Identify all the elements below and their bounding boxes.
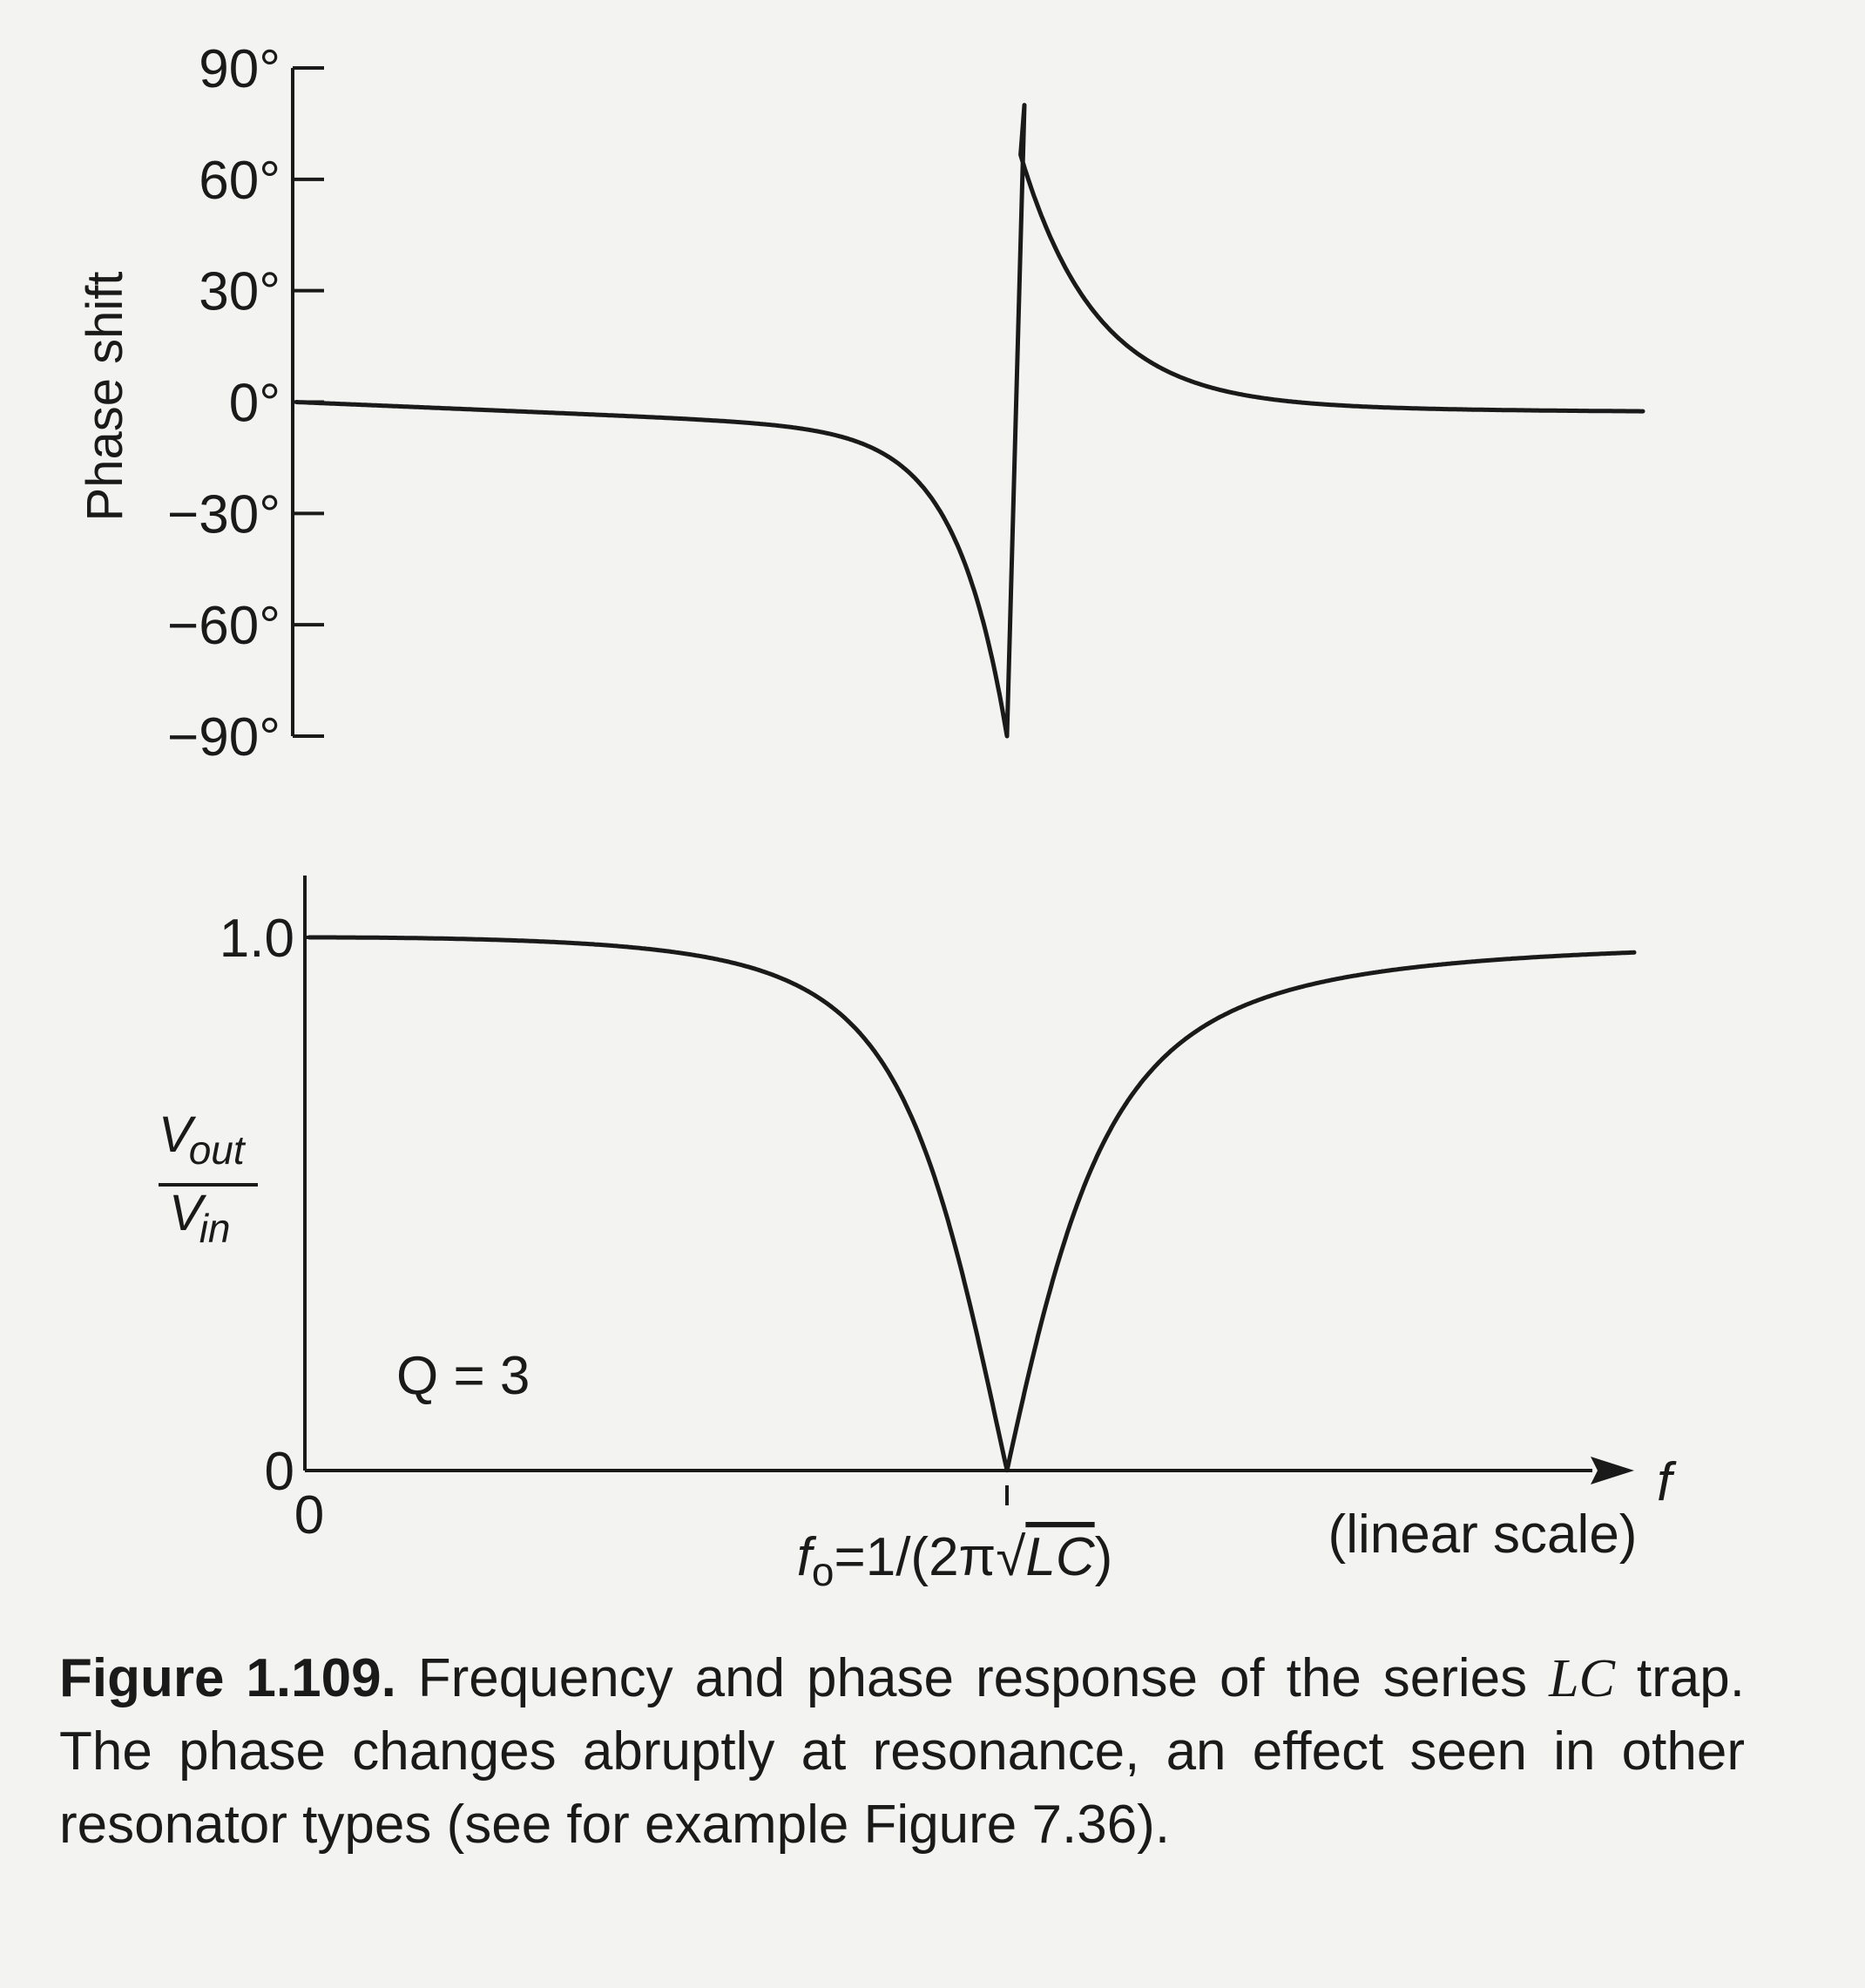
- phase-tick-label: 30°: [199, 262, 280, 322]
- magnitude-tick-label-1: 1.0: [220, 909, 294, 969]
- vin-label: Vin: [169, 1185, 231, 1251]
- phase-series-line: [294, 103, 1645, 739]
- magnitude-y-axis-title: Vout Vin: [159, 1106, 258, 1251]
- x-axis-arrow-icon: [1591, 1457, 1634, 1484]
- phase-tick-label: 60°: [199, 151, 280, 211]
- phase-tick-label: 0°: [229, 374, 280, 434]
- figure-caption: Figure 1.109. Frequency and phase respon…: [59, 1642, 1745, 1862]
- caption-label: Figure 1.109.: [59, 1648, 396, 1708]
- phase-tick-label: −90°: [167, 707, 280, 767]
- x-axis-label: f: [1657, 1452, 1677, 1512]
- x-axis-note: (linear scale): [1328, 1505, 1638, 1565]
- caption-text-2: trap. The phase changes abruptly at reso…: [59, 1648, 1745, 1855]
- vout-label: Vout: [159, 1106, 247, 1173]
- phase-y-ticks: 90° 60° 30° 0° −30° −60° −90°: [167, 39, 324, 767]
- x-origin-label: 0: [294, 1485, 324, 1545]
- q-annotation: Q = 3: [396, 1346, 530, 1406]
- phase-tick-label: −60°: [167, 596, 280, 656]
- magnitude-tick-label-0: 0: [265, 1442, 294, 1502]
- phase-tick-label: −30°: [167, 484, 280, 544]
- figure: 90° 60° 30° 0° −30° −60° −90° Phase shift 1.0 …: [77, 39, 1677, 1594]
- resonance-label: fo=1/(2π√LC): [797, 1527, 1113, 1594]
- magnitude-chart: 1.0 0 0 Vout Vin Q = 3 fo=1/(2π√LC) f (l…: [159, 876, 1677, 1594]
- caption-text-1: Frequency and phase response of the seri…: [395, 1648, 1550, 1708]
- phase-y-axis-title: Phase shift: [77, 272, 133, 522]
- phase-chart: 90° 60° 30° 0° −30° −60° −90° Phase shift: [77, 39, 1645, 767]
- phase-tick-label: 90°: [199, 39, 280, 99]
- magnitude-series-line: [307, 935, 1637, 1473]
- caption-lc: LC: [1549, 1649, 1615, 1708]
